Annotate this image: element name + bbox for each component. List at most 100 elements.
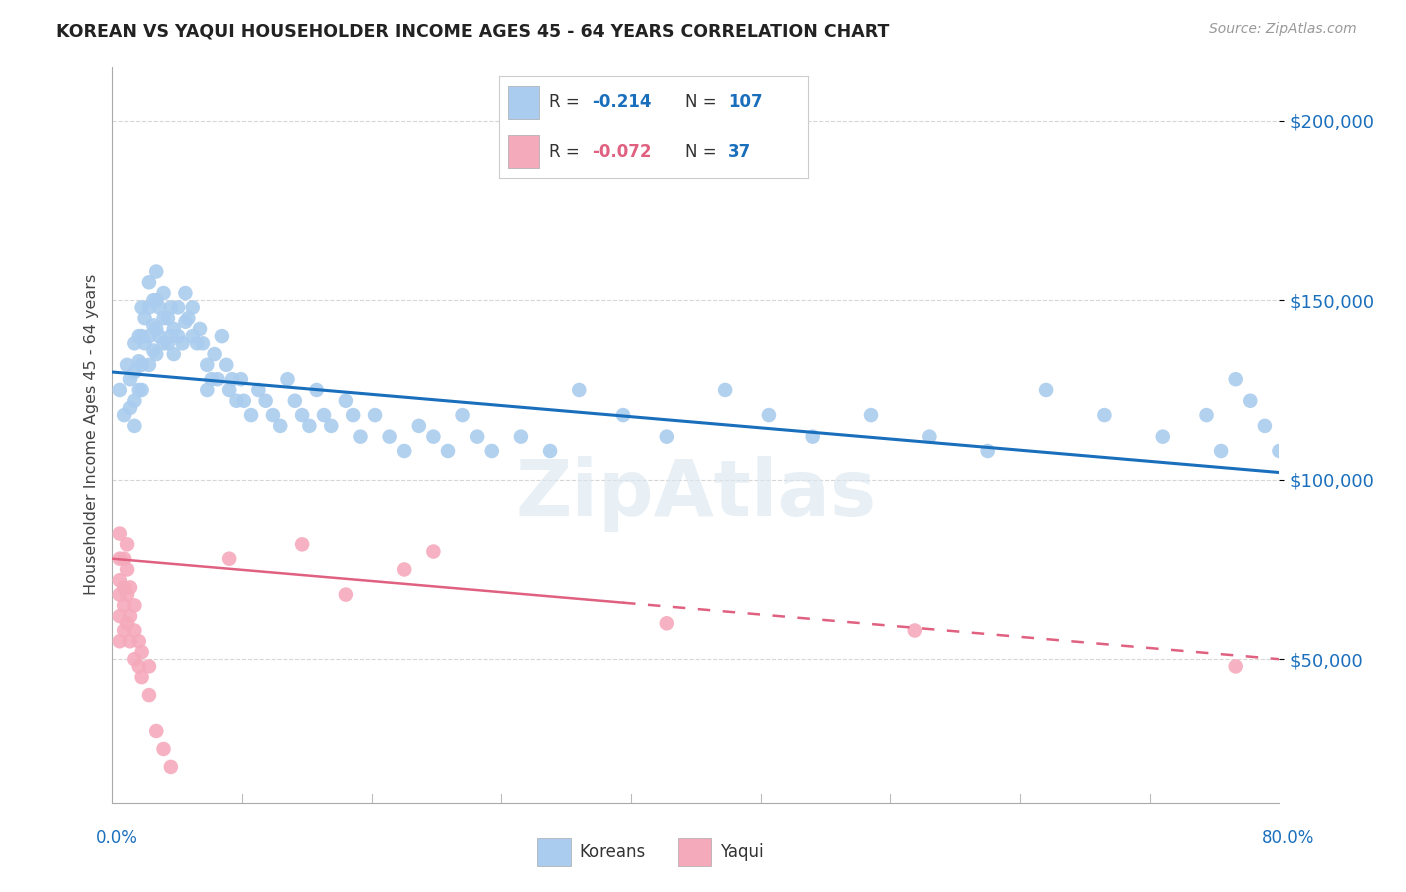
Point xyxy=(156,336,179,351)
Point xyxy=(758,408,780,422)
FancyBboxPatch shape xyxy=(678,838,711,866)
FancyBboxPatch shape xyxy=(537,838,571,866)
Point xyxy=(131,645,153,659)
Point xyxy=(115,588,138,602)
Point xyxy=(335,393,357,408)
Point xyxy=(714,383,737,397)
Point xyxy=(115,537,138,551)
Point xyxy=(108,383,131,397)
Point xyxy=(195,358,218,372)
Point xyxy=(124,393,146,408)
Point xyxy=(108,609,131,624)
Point xyxy=(538,444,561,458)
Point xyxy=(145,293,167,308)
Point xyxy=(211,329,233,343)
Point xyxy=(291,537,314,551)
Point xyxy=(145,264,167,278)
Point xyxy=(148,301,170,315)
Point xyxy=(112,408,135,422)
Point xyxy=(284,393,307,408)
Point xyxy=(124,652,146,666)
Text: R =: R = xyxy=(548,94,585,112)
Point xyxy=(131,670,153,684)
Point xyxy=(291,408,314,422)
Point xyxy=(152,311,174,326)
Point xyxy=(138,358,160,372)
Point xyxy=(148,329,170,343)
Point xyxy=(134,311,156,326)
Point xyxy=(181,301,204,315)
Point xyxy=(207,372,229,386)
Point xyxy=(138,301,160,315)
Text: 0.0%: 0.0% xyxy=(96,829,138,847)
Point xyxy=(422,544,444,558)
Point xyxy=(172,336,194,351)
Point xyxy=(128,354,150,368)
Point xyxy=(408,418,430,433)
Point xyxy=(108,588,131,602)
Point xyxy=(860,408,883,422)
Point xyxy=(465,430,488,444)
Point xyxy=(1094,408,1116,422)
Point xyxy=(124,624,146,638)
Point xyxy=(229,372,252,386)
Point xyxy=(118,372,141,386)
Point xyxy=(349,430,371,444)
Point xyxy=(131,383,153,397)
Point xyxy=(568,383,591,397)
Point xyxy=(152,742,174,756)
Point xyxy=(118,609,141,624)
Point xyxy=(612,408,634,422)
Point xyxy=(976,444,998,458)
Point xyxy=(801,430,824,444)
Point xyxy=(128,634,150,648)
Point xyxy=(134,336,156,351)
Y-axis label: Householder Income Ages 45 - 64 years: Householder Income Ages 45 - 64 years xyxy=(83,274,98,596)
Point xyxy=(364,408,387,422)
Point xyxy=(1035,383,1057,397)
Point xyxy=(142,293,165,308)
Text: ZipAtlas: ZipAtlas xyxy=(516,456,876,532)
Point xyxy=(221,372,243,386)
Point xyxy=(142,343,165,358)
Point xyxy=(108,551,131,566)
Point xyxy=(181,329,204,343)
Point xyxy=(312,408,335,422)
Point xyxy=(145,322,167,336)
Point xyxy=(904,624,927,638)
Point xyxy=(204,347,226,361)
Point xyxy=(1195,408,1218,422)
Text: 37: 37 xyxy=(728,143,751,161)
Point xyxy=(118,581,141,595)
Point xyxy=(145,347,167,361)
Point xyxy=(118,401,141,415)
Point xyxy=(160,329,183,343)
Point xyxy=(128,329,150,343)
Text: N =: N = xyxy=(685,94,721,112)
Point xyxy=(124,336,146,351)
Point xyxy=(112,551,135,566)
Point xyxy=(115,358,138,372)
Point xyxy=(174,286,197,301)
Point xyxy=(394,562,416,576)
Point xyxy=(142,318,165,333)
Point xyxy=(509,430,531,444)
Point xyxy=(138,329,160,343)
Point xyxy=(342,408,364,422)
Point xyxy=(232,393,254,408)
Point xyxy=(269,418,291,433)
Point xyxy=(1209,444,1232,458)
FancyBboxPatch shape xyxy=(509,136,540,168)
Point xyxy=(215,358,238,372)
Point xyxy=(218,551,240,566)
Point xyxy=(160,301,183,315)
Point xyxy=(1225,659,1247,673)
Text: Source: ZipAtlas.com: Source: ZipAtlas.com xyxy=(1209,22,1357,37)
Point xyxy=(201,372,224,386)
Point xyxy=(321,418,343,433)
Point xyxy=(131,301,153,315)
Point xyxy=(225,393,247,408)
Point xyxy=(124,365,146,379)
Point xyxy=(335,588,357,602)
Point xyxy=(115,616,138,631)
